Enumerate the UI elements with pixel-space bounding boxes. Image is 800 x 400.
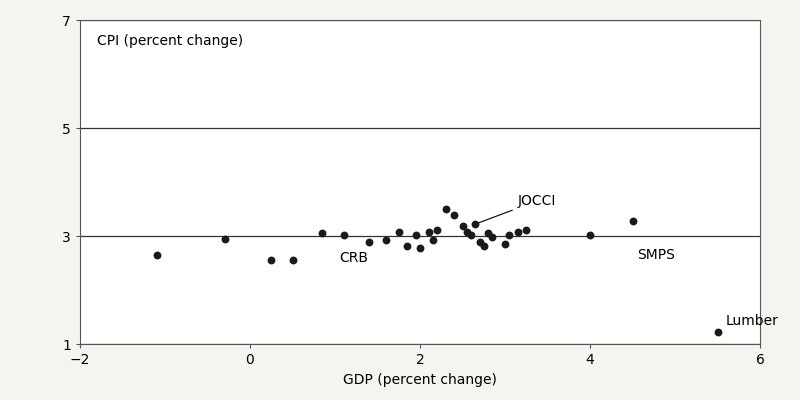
- Text: JOCCI: JOCCI: [478, 194, 556, 223]
- Point: [422, 228, 435, 235]
- Point: [401, 242, 414, 249]
- Text: CPI (percent change): CPI (percent change): [97, 34, 243, 48]
- Point: [426, 237, 439, 244]
- Point: [711, 329, 724, 335]
- Point: [265, 257, 278, 264]
- Point: [362, 239, 375, 246]
- Point: [392, 228, 405, 235]
- Point: [469, 221, 482, 227]
- Point: [456, 223, 469, 230]
- Point: [465, 232, 478, 238]
- Point: [410, 232, 422, 238]
- Point: [584, 232, 597, 238]
- Point: [414, 245, 426, 251]
- Point: [316, 230, 329, 236]
- Point: [439, 206, 452, 212]
- Point: [448, 212, 461, 219]
- Text: SMPS: SMPS: [637, 248, 674, 262]
- Point: [626, 218, 639, 224]
- Point: [337, 232, 350, 238]
- Point: [498, 241, 511, 247]
- Point: [520, 226, 533, 233]
- Point: [478, 242, 490, 249]
- Point: [511, 228, 524, 235]
- Point: [460, 228, 473, 235]
- Point: [486, 234, 498, 240]
- Point: [430, 226, 443, 233]
- Text: Lumber: Lumber: [726, 314, 779, 328]
- Point: [286, 257, 299, 264]
- Point: [379, 237, 392, 244]
- Point: [218, 236, 231, 242]
- Point: [503, 232, 516, 238]
- X-axis label: GDP (percent change): GDP (percent change): [343, 372, 497, 386]
- Point: [473, 239, 486, 246]
- Point: [482, 230, 494, 236]
- Point: [150, 252, 163, 258]
- Text: CRB: CRB: [339, 251, 368, 265]
